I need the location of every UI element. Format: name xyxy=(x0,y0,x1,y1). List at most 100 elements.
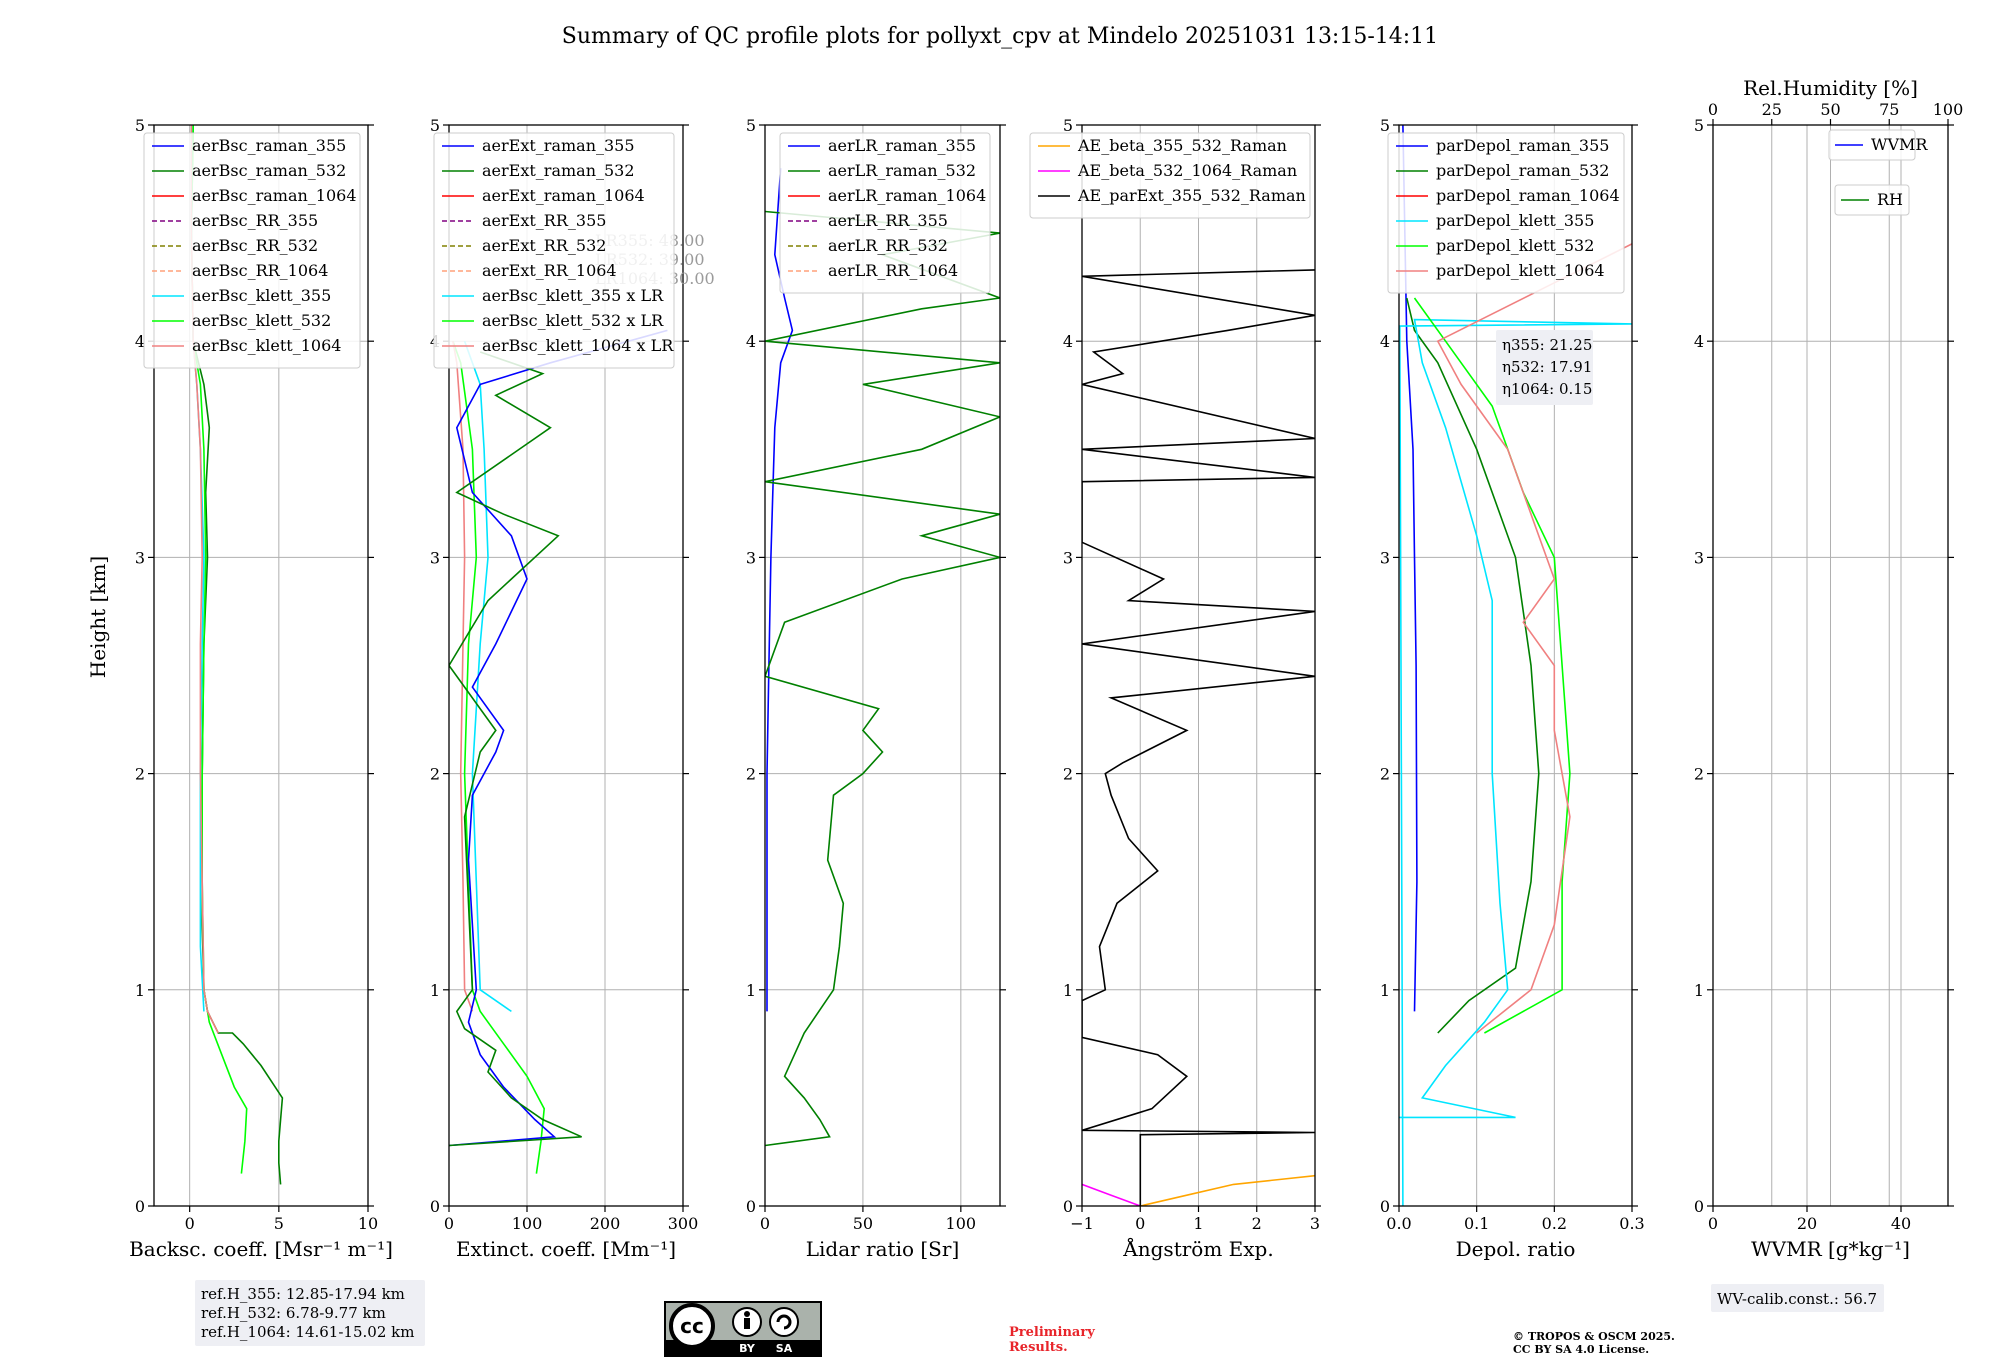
y-tick-label: 5 xyxy=(1063,116,1073,135)
x-tick-label: 40 xyxy=(1891,1214,1911,1233)
y-tick-label: 5 xyxy=(746,116,756,135)
preliminary-line-2: Results. xyxy=(1009,1340,1068,1355)
top-x-tick-label: 50 xyxy=(1820,100,1840,119)
ref-heights-background xyxy=(195,1280,425,1346)
legend-item-aerBsc_klett_532: aerBsc_klett_532 xyxy=(192,311,331,330)
wv-calib-text: WV-calib.const.: 56.7 xyxy=(1717,1290,1877,1308)
x-tick-label: 0.1 xyxy=(1464,1214,1489,1233)
cc-license-badge: cc BY SA xyxy=(664,1301,822,1357)
x-tick-label: 0 xyxy=(760,1214,770,1233)
y-tick-label: 5 xyxy=(135,116,145,135)
legend-item-aerExt_RR_1064: aerExt_RR_1064 xyxy=(482,261,617,280)
series-aerLR_raman_532 xyxy=(765,210,1000,1147)
x-tick-label: 10 xyxy=(358,1214,378,1233)
legend-frame xyxy=(1387,132,1625,294)
x-axis-label: Depol. ratio xyxy=(1456,1237,1576,1261)
x-axis-label: Extinct. coeff. [Mm⁻¹] xyxy=(456,1237,676,1261)
legend-item-parDepol_raman_355: parDepol_raman_355 xyxy=(1436,136,1609,155)
legend-item-aerBsc_raman_532: aerBsc_raman_532 xyxy=(192,161,346,180)
series-parDepol_klett_1064 xyxy=(1436,243,1632,1034)
y-tick-label: 3 xyxy=(1694,548,1704,567)
x-tick-label: 1 xyxy=(1193,1214,1203,1233)
legend-item-aerLR_raman_532: aerLR_raman_532 xyxy=(828,161,976,180)
y-tick-label: 3 xyxy=(746,548,756,567)
legend-item-aerLR_raman_1064: aerLR_raman_1064 xyxy=(828,186,986,205)
legend-item-aerLR_RR_532: aerLR_RR_532 xyxy=(828,236,948,255)
legend-item-aerLR_RR_1064: aerLR_RR_1064 xyxy=(828,261,958,280)
y-tick-label: 2 xyxy=(1063,765,1073,784)
series-AE_beta_532_1064_Raman xyxy=(1082,1183,1141,1206)
panel-depol: 0.0 0.1 0.2 0.3 0 1 2 3 4 5 Depol. ratio parDepol_r… xyxy=(1380,116,1645,1261)
y-tick-label: 5 xyxy=(1380,116,1390,135)
y-axis-label: Height [km] xyxy=(86,556,110,678)
legend-item-AE_beta_355_532_Raman: AE_beta_355_532_Raman xyxy=(1077,136,1287,155)
by-attribution-body xyxy=(744,1318,750,1329)
axes-frame xyxy=(153,124,369,1207)
by-label: BY xyxy=(739,1342,756,1355)
legend: aerBsc_raman_355 aerBsc_raman_532 aerBsc_r… xyxy=(143,132,361,369)
series-parDepol_raman_532 xyxy=(1406,297,1540,1034)
legend-item-aerBsc_klett_1064: aerBsc_klett_1064 xyxy=(192,336,341,355)
x-tick-label: 3 xyxy=(1310,1214,1320,1233)
y-tick-label: 0 xyxy=(135,1197,145,1216)
legend-item-aerBsc_raman_1064: aerBsc_raman_1064 xyxy=(192,186,357,205)
legend-item-WVMR: WVMR xyxy=(1871,135,1928,154)
panel-backscatter: 0 5 10 0 1 2 3 4 5 Backsc. coeff. [Msr⁻¹ m⁻¹] aerB… xyxy=(129,116,393,1261)
legend-item-aerLR_raman_355: aerLR_raman_355 xyxy=(828,136,976,155)
panel-extinction: 0100200300012345Extinct. coeff. [Mm⁻¹]LR… xyxy=(430,116,715,1261)
axes-frame xyxy=(448,124,684,1207)
legend-item-aerBsc_RR_532: aerBsc_RR_532 xyxy=(192,236,318,255)
ref-height-1064: ref.H_1064: 14.61-15.02 km xyxy=(201,1323,414,1341)
legend-item-aerLR_RR_355: aerLR_RR_355 xyxy=(828,211,948,230)
x-tick-label: 0 xyxy=(1708,1214,1718,1233)
by-attribution-head xyxy=(744,1311,750,1317)
copyright-line-2: CC BY SA 4.0 License. xyxy=(1513,1343,1649,1356)
ref-height-355: ref.H_355: 12.85-17.94 km xyxy=(201,1285,405,1303)
legend-item-parDepol_klett_355: parDepol_klett_355 xyxy=(1436,211,1594,230)
y-tick-label: 0 xyxy=(746,1197,756,1216)
wv-calib-background xyxy=(1711,1284,1884,1312)
series-aerExt_raman_355 xyxy=(449,329,668,1147)
y-tick-label: 1 xyxy=(135,981,145,1000)
y-tick-label: 5 xyxy=(1694,116,1704,135)
copyright-line-1: © TROPOS & OSCM 2025. xyxy=(1513,1330,1675,1343)
y-tick-label: 1 xyxy=(1694,981,1704,1000)
series-parDepol_raman_355 xyxy=(1402,125,1418,1012)
y-tick-label: 0 xyxy=(1063,1197,1073,1216)
legend: WVMR RH xyxy=(1828,129,1928,216)
x-tick-label: 0.2 xyxy=(1542,1214,1567,1233)
legend-item-parDepol_raman_1064: parDepol_raman_1064 xyxy=(1436,186,1620,205)
legend-item-RH: RH xyxy=(1877,190,1903,209)
legend-item-aerBsc_klett_355: aerBsc_klett_355 xyxy=(192,286,331,305)
x-tick-label: 200 xyxy=(590,1214,621,1233)
x-tick-label: 100 xyxy=(512,1214,543,1233)
legend-item-aerExt_RR_532: aerExt_RR_532 xyxy=(482,236,606,255)
series-aerBsc_klett_1064 x LR xyxy=(452,341,474,1012)
legend-frame xyxy=(433,132,675,369)
ref-height-532: ref.H_532: 6.78-9.77 km xyxy=(201,1304,386,1322)
sa-arrow-icon xyxy=(776,1314,792,1330)
x-tick-label: 2 xyxy=(1252,1214,1262,1233)
series-AE_beta_355_532_Raman xyxy=(1140,1174,1315,1206)
top-x-tick-label: 100 xyxy=(1933,100,1964,119)
top-x-axis-label: Rel.Humidity [%] xyxy=(1743,76,1918,100)
x-tick-label: 100 xyxy=(946,1214,977,1233)
y-tick-label: 3 xyxy=(430,548,440,567)
axes-frame xyxy=(1398,124,1633,1207)
legend-item-aerBsc_klett_532 x LR: aerBsc_klett_532 x LR xyxy=(482,311,664,330)
y-tick-label: 4 xyxy=(746,332,756,351)
legend-item-aerExt_RR_355: aerExt_RR_355 xyxy=(482,211,606,230)
legend-item-aerBsc_RR_355: aerBsc_RR_355 xyxy=(192,211,318,230)
figure-title: Summary of QC profile plots for pollyxt_… xyxy=(562,24,1438,49)
y-tick-label: 3 xyxy=(1063,548,1073,567)
top-x-tick-label: 25 xyxy=(1762,100,1782,119)
y-tick-label: 1 xyxy=(430,981,440,1000)
y-tick-label: 2 xyxy=(1694,765,1704,784)
legend: aerLR_raman_355 aerLR_raman_532 aerLR_rama… xyxy=(779,132,991,294)
series-parDepol_klett_355 xyxy=(1399,318,1632,1206)
y-tick-label: 4 xyxy=(1380,332,1390,351)
y-tick-label: 4 xyxy=(1694,332,1704,351)
